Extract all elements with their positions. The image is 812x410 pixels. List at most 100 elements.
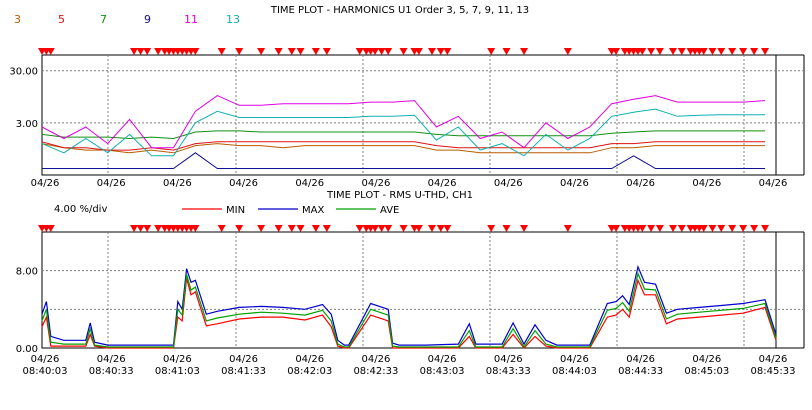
legend-order-5: 5 bbox=[58, 13, 65, 26]
harmonics-event-marker bbox=[502, 48, 511, 55]
thd-x-tick-date: 04/26 bbox=[163, 354, 192, 365]
harmonic-series-3-line bbox=[41, 143, 765, 154]
thd-event-marker bbox=[217, 225, 226, 232]
harmonics-event-marker bbox=[311, 48, 320, 55]
thd-event-marker bbox=[563, 225, 572, 232]
harmonics-x-tick-label: 04/26 bbox=[494, 178, 523, 189]
harmonics-event-marker bbox=[377, 48, 386, 55]
harmonics-event-marker bbox=[191, 48, 200, 55]
thd-event-marker bbox=[699, 225, 708, 232]
thd-event-marker bbox=[154, 225, 163, 232]
thd-x-tick-time: 08:41:33 bbox=[221, 366, 266, 377]
harmonics-x-tick-label: 04/26 bbox=[759, 178, 788, 189]
legend-order-3: 3 bbox=[14, 13, 21, 26]
harmonic-series-9-line bbox=[42, 152, 765, 169]
thd-event-marker bbox=[520, 225, 529, 232]
harmonics-event-marker bbox=[257, 48, 266, 55]
harmonics-event-marker bbox=[287, 48, 296, 55]
harmonics-event-marker bbox=[728, 48, 737, 55]
thd-event-marker bbox=[728, 225, 737, 232]
thd-series-ave-line bbox=[41, 271, 777, 349]
thd-plot-frame bbox=[41, 231, 777, 349]
harmonics-y-tick-label: 30.00 bbox=[9, 67, 38, 78]
thd-event-marker bbox=[750, 225, 759, 232]
thd-event-marker bbox=[311, 225, 320, 232]
thd-x-tick-time: 08:42:33 bbox=[353, 366, 398, 377]
harmonics-event-marker bbox=[355, 48, 364, 55]
legend-label-max: MAX bbox=[302, 205, 324, 216]
thd-event-marker bbox=[377, 225, 386, 232]
thd-event-marker bbox=[257, 225, 266, 232]
harmonics-x-tick-label: 04/26 bbox=[31, 178, 60, 189]
thd-x-tick-date: 04/26 bbox=[560, 354, 589, 365]
thd-event-marker bbox=[443, 225, 452, 232]
thd-event-marker bbox=[487, 225, 496, 232]
thd-event-marker bbox=[436, 225, 445, 232]
thd-series-max-line bbox=[41, 264, 777, 346]
thd-event-marker bbox=[130, 225, 139, 232]
thd-x-tick-time: 08:43:03 bbox=[420, 366, 465, 377]
harmonics-event-marker bbox=[520, 48, 529, 55]
thd-event-marker bbox=[428, 225, 437, 232]
legend-order-7: 7 bbox=[100, 13, 107, 26]
thd-event-marker bbox=[655, 225, 664, 232]
harmonic-series-11-line bbox=[41, 95, 766, 149]
thd-event-marker bbox=[143, 225, 152, 232]
harmonics-event-marker bbox=[655, 48, 664, 55]
harmonics-event-marker bbox=[563, 48, 572, 55]
harmonics-x-tick-label: 04/26 bbox=[295, 178, 324, 189]
harmonics-x-tick-label: 04/26 bbox=[428, 178, 457, 189]
thd-x-tick-date: 04/26 bbox=[626, 354, 655, 365]
thd-x-tick-time: 08:40:03 bbox=[23, 366, 68, 377]
thd-event-marker bbox=[414, 225, 423, 232]
thd-scale-label: 4.00 %/div bbox=[54, 204, 107, 215]
harmonics-x-tick-label: 04/26 bbox=[692, 178, 721, 189]
thd-event-marker bbox=[669, 225, 678, 232]
harmonics-event-marker bbox=[443, 48, 452, 55]
harmonics-event-marker bbox=[414, 48, 423, 55]
thd-event-marker bbox=[235, 225, 244, 232]
harmonics-event-marker bbox=[699, 48, 708, 55]
thd-event-marker bbox=[638, 225, 647, 232]
harmonics-event-marker bbox=[750, 48, 759, 55]
thd-event-marker bbox=[191, 225, 200, 232]
thd-event-marker bbox=[46, 225, 55, 232]
harmonics-event-marker bbox=[235, 48, 244, 55]
thd-event-marker bbox=[136, 225, 145, 232]
thd-event-marker bbox=[296, 225, 305, 232]
thd-x-tick-date: 04/26 bbox=[494, 354, 523, 365]
harmonics-event-marker bbox=[274, 48, 283, 55]
thd-x-tick-date: 04/26 bbox=[428, 354, 457, 365]
harmonics-event-marker bbox=[669, 48, 678, 55]
harmonics-event-marker bbox=[487, 48, 496, 55]
thd-x-tick-time: 08:43:33 bbox=[486, 366, 531, 377]
harmonics-event-marker bbox=[322, 48, 331, 55]
harmonics-x-tick-label: 04/26 bbox=[361, 178, 390, 189]
thd-event-marker bbox=[612, 225, 621, 232]
thd-event-marker bbox=[717, 225, 726, 232]
harmonics-x-tick-label: 04/26 bbox=[97, 178, 126, 189]
thd-event-marker bbox=[287, 225, 296, 232]
harmonics-x-tick-label: 04/26 bbox=[163, 178, 192, 189]
harmonics-x-tick-label: 04/26 bbox=[229, 178, 258, 189]
thd-event-marker bbox=[677, 225, 686, 232]
harmonics-event-marker bbox=[436, 48, 445, 55]
harmonics-event-marker bbox=[612, 48, 621, 55]
legend-order-9: 9 bbox=[144, 13, 151, 26]
harmonics-event-marker bbox=[717, 48, 726, 55]
harmonics-event-marker bbox=[739, 48, 748, 55]
legend-order-13: 13 bbox=[226, 13, 240, 26]
thd-event-marker bbox=[355, 225, 364, 232]
legend-label-min: MIN bbox=[226, 205, 245, 216]
thd-x-tick-time: 08:44:33 bbox=[618, 366, 663, 377]
thd-event-marker bbox=[502, 225, 511, 232]
harmonics-event-marker bbox=[143, 48, 152, 55]
thd-x-tick-date: 04/26 bbox=[759, 354, 788, 365]
harmonics-event-marker bbox=[46, 48, 55, 55]
thd-x-tick-date: 04/26 bbox=[31, 354, 60, 365]
harmonics-event-marker bbox=[638, 48, 647, 55]
thd-x-tick-time: 08:40:33 bbox=[89, 366, 134, 377]
thd-x-tick-time: 08:45:03 bbox=[684, 366, 729, 377]
